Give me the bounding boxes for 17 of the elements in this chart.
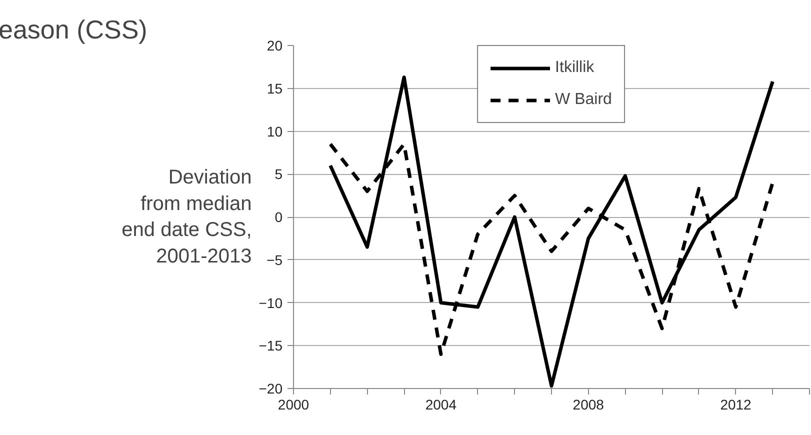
y-tick-label: 0: [274, 209, 283, 225]
y-axis-title: Deviation from median end date CSS, 2001-2013: [122, 166, 252, 268]
line-series: [328, 75, 774, 388]
y-tick-label: −20: [258, 380, 283, 396]
legend-label: W Baird: [555, 91, 612, 109]
y-tick-label: −5: [266, 252, 283, 268]
x-tick-label: 2008: [572, 396, 604, 412]
x-tick-label: 2012: [720, 396, 752, 412]
y-tick-label: 20: [266, 38, 283, 54]
y-tick-label: 15: [266, 80, 283, 96]
y-tick-label: −10: [258, 294, 283, 311]
legend-label: Itkillik: [555, 59, 594, 77]
y-tick-label: 5: [274, 166, 283, 182]
x-tick-label: 2000: [278, 396, 310, 412]
x-tick-label: 2004: [425, 396, 457, 412]
y-tick-label: 10: [266, 123, 283, 140]
y-tick-label: −15: [258, 338, 283, 354]
